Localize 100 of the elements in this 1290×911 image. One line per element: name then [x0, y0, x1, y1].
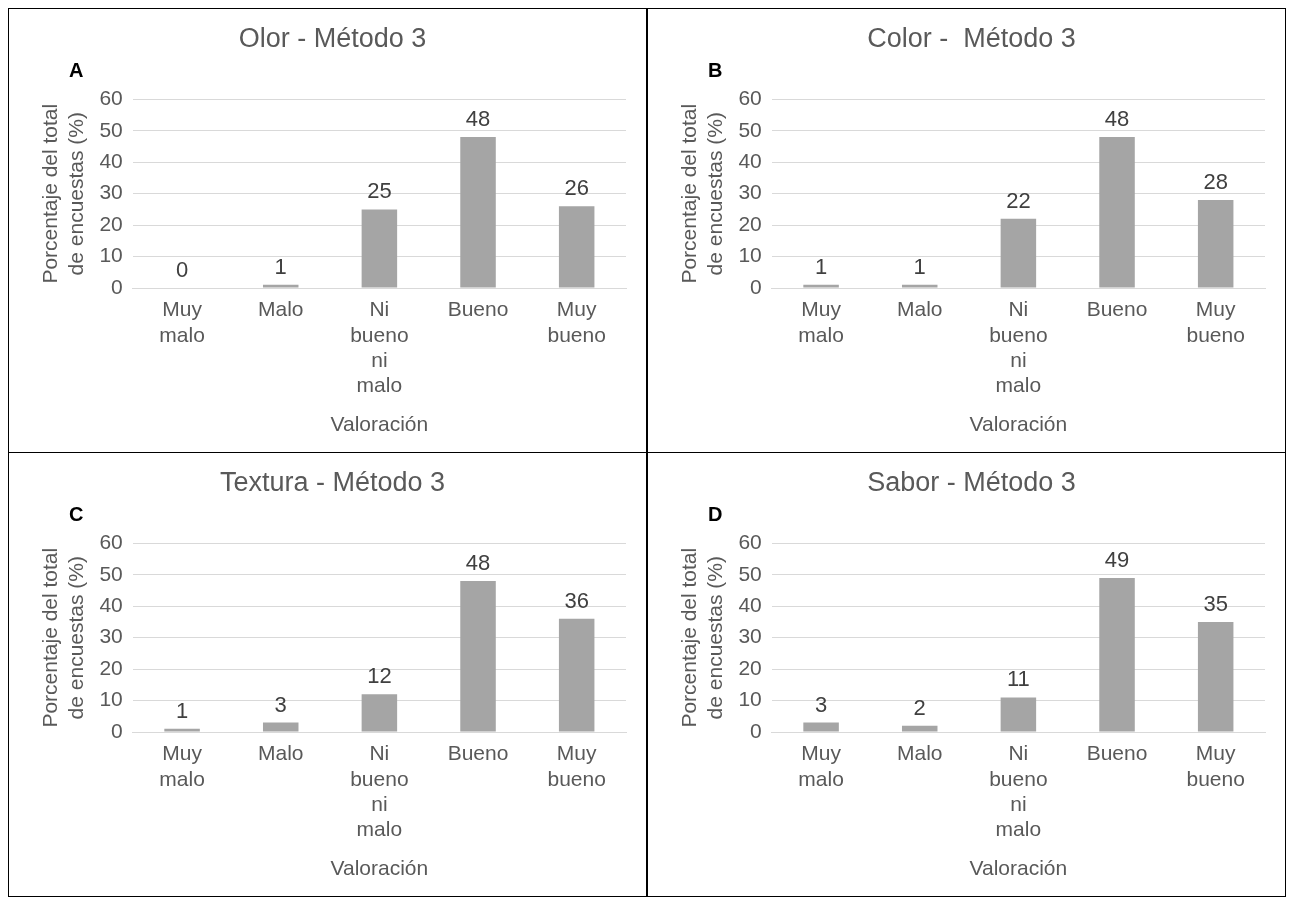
data-label: 1 [274, 253, 287, 279]
bar [459, 580, 496, 731]
x-axis-title: Valoración [330, 411, 428, 435]
bar [1197, 621, 1233, 731]
y-tick-label: 20 [737, 655, 762, 679]
chart-title: Sabor - Método 3 [866, 466, 1076, 497]
x-tick-label: Ni bueno ni malo [988, 740, 1048, 840]
x-tick-label: Bueno [1086, 740, 1147, 764]
y-tick-label: 30 [98, 180, 123, 203]
y-tick-label: 0 [749, 274, 762, 298]
x-tick-label: Muy bueno [1185, 296, 1245, 346]
bar [558, 618, 594, 731]
y-tick-label: 40 [737, 148, 762, 172]
bar [1098, 577, 1135, 731]
y-tick-label: 10 [737, 242, 762, 266]
x-tick-label: Muy bueno [546, 740, 606, 790]
data-label: 12 [366, 662, 392, 688]
y-tick-label: 10 [737, 686, 762, 710]
text: B [707, 58, 722, 81]
x-tick-label: Ni bueno ni malo [988, 296, 1048, 396]
data-label: 35 [1202, 590, 1228, 616]
bar [262, 284, 298, 287]
chart-title: Olor - Método 3 [238, 22, 426, 53]
y-tick-label: 50 [98, 117, 123, 141]
y-tick-label: 0 [110, 718, 123, 742]
x-tick-label: Bueno [447, 296, 508, 320]
x-tick-label: Muy malo [797, 296, 844, 346]
bar [1000, 218, 1036, 287]
data-label: 22 [1005, 187, 1031, 213]
data-label: 3 [274, 691, 287, 717]
data-label: 3 [814, 691, 827, 717]
y-axis-title: Porcentaje del total de encuestas (%) [676, 547, 726, 728]
y-tick-label: 50 [737, 561, 762, 585]
bar [459, 136, 496, 287]
y-tick-label: 60 [737, 529, 762, 553]
x-tick-label: Muy malo [158, 296, 205, 346]
bar [901, 284, 937, 287]
y-tick-label: 60 [98, 529, 123, 553]
data-label: 25 [366, 177, 392, 203]
data-label: 48 [1104, 105, 1129, 131]
y-tick-label: 30 [737, 180, 762, 203]
y-tick-label: 40 [737, 592, 762, 616]
x-tick-label: Ni bueno ni malo [349, 740, 409, 840]
y-tick-label: 40 [98, 148, 123, 172]
y-tick-label: 0 [749, 718, 762, 742]
x-tick-label: Malo [257, 740, 303, 764]
y-tick-label: 20 [98, 655, 123, 679]
bar [163, 728, 200, 731]
data-label: 36 [563, 587, 589, 613]
data-label: 48 [465, 105, 490, 131]
y-tick-label: 10 [98, 242, 123, 266]
x-axis-title: Valoración [969, 855, 1067, 879]
bar [558, 205, 594, 287]
x-tick-label: Ni bueno ni malo [349, 296, 409, 396]
data-label: 28 [1202, 168, 1228, 194]
data-label: 26 [563, 174, 589, 200]
data-label: 2 [913, 694, 926, 720]
text: C [68, 502, 83, 525]
y-tick-label: 60 [98, 85, 123, 109]
data-label: 48 [465, 549, 490, 575]
bar [361, 693, 397, 731]
bar [262, 722, 298, 731]
x-tick-label: Bueno [447, 740, 508, 764]
x-tick-label: Muy bueno [1185, 740, 1245, 790]
y-tick-label: 0 [110, 274, 123, 298]
y-tick-label: 30 [737, 624, 762, 647]
chart-title: Textura - Método 3 [219, 466, 445, 497]
y-axis-title: Porcentaje del total de encuestas (%) [37, 547, 87, 728]
x-tick-label: Bueno [1086, 296, 1147, 320]
y-tick-label: 10 [98, 686, 123, 710]
data-label: 1 [913, 253, 926, 279]
data-label: 0 [175, 256, 188, 282]
x-tick-label: Malo [257, 296, 303, 320]
bar [1000, 696, 1036, 731]
y-tick-label: 40 [98, 592, 123, 616]
x-axis-title: Valoración [969, 411, 1067, 435]
y-tick-label: 20 [737, 211, 762, 235]
x-tick-label: Muy malo [158, 740, 205, 790]
y-axis-title: Porcentaje del total de encuestas (%) [676, 103, 726, 284]
x-tick-label: Muy bueno [546, 296, 606, 346]
text: A [68, 58, 83, 81]
data-label: 11 [1006, 665, 1030, 691]
bar [1098, 136, 1135, 287]
chart-title: Color - Método 3 [866, 22, 1076, 53]
x-tick-label: Malo [896, 296, 942, 320]
data-label: 1 [175, 697, 188, 723]
data-label: 49 [1104, 546, 1129, 572]
bar [802, 722, 839, 731]
bar [802, 284, 839, 287]
data-label: 1 [814, 253, 827, 279]
bar [361, 208, 397, 287]
x-axis-title: Valoración [330, 855, 428, 879]
y-tick-label: 30 [98, 624, 123, 647]
text: D [707, 502, 722, 525]
x-tick-label: Muy malo [797, 740, 844, 790]
x-tick-label: Malo [896, 740, 942, 764]
bar [901, 725, 937, 731]
y-tick-label: 60 [737, 85, 762, 109]
y-axis-title: Porcentaje del total de encuestas (%) [37, 103, 87, 284]
y-tick-label: 50 [737, 117, 762, 141]
